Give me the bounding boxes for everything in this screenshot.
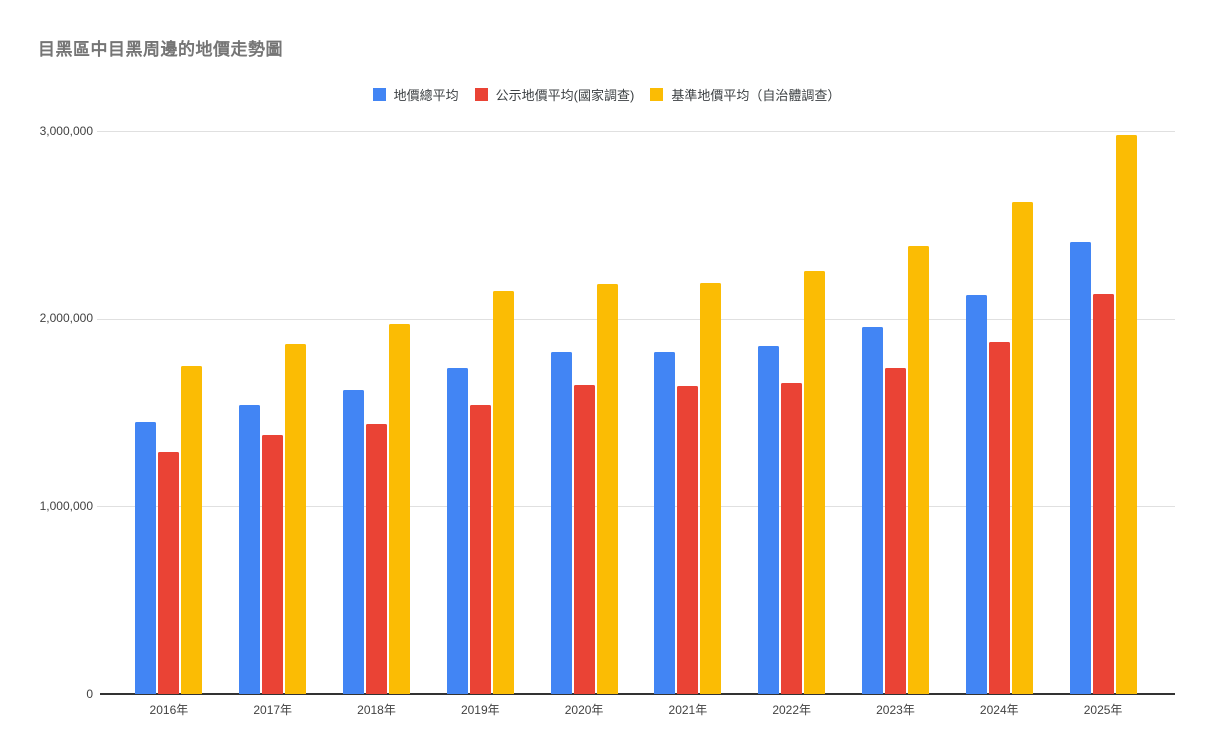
x-axis-line xyxy=(100,693,1175,695)
y-axis-tick-2000000: 2,000,000 xyxy=(39,311,93,325)
x-axis-label-2025: 2025年 xyxy=(1083,703,1123,717)
legend-item-standard-price: 基準地價平均（自治體調查） xyxy=(650,85,840,104)
bar-2024-series-1 xyxy=(988,342,1010,694)
x-axis-label-2023: 2023年 xyxy=(876,703,915,717)
x-axis-label-2020: 2020年 xyxy=(564,703,604,717)
bar-2023-series-0 xyxy=(861,327,883,694)
bar-group-2021 xyxy=(654,131,722,694)
bar-2018-series-1 xyxy=(365,423,387,694)
plot-area xyxy=(97,131,1175,695)
legend-swatch-yellow-icon xyxy=(650,88,664,101)
legend-swatch-red-icon xyxy=(474,88,488,101)
x-axis-labels: 2016年 2017年 2018年 2019年 2020年 2021年 2022年 2023年… xyxy=(117,701,1155,718)
bar-2022-series-0 xyxy=(758,345,780,694)
bar-2018-series-0 xyxy=(342,390,364,694)
bar-2022-series-1 xyxy=(781,383,803,694)
bar-2023-series-2 xyxy=(907,246,929,694)
bar-group-2020 xyxy=(550,131,618,694)
legend-swatch-blue-icon xyxy=(372,88,386,101)
bar-2025-series-2 xyxy=(1115,134,1137,694)
bar-2017-series-0 xyxy=(239,405,261,694)
bar-group-2023 xyxy=(861,131,929,694)
bar-2018-series-2 xyxy=(388,324,410,694)
bar-2021-series-1 xyxy=(677,386,699,694)
y-axis-tick-0: 0 xyxy=(86,687,93,701)
bar-2025-series-1 xyxy=(1092,294,1114,694)
bar-2025-series-0 xyxy=(1069,241,1091,694)
x-axis-label-2017: 2017年 xyxy=(253,703,293,717)
bar-group-2018 xyxy=(342,131,410,694)
x-axis-label-2022: 2022年 xyxy=(772,703,812,717)
legend-item-official-price: 公示地價平均(國家調查) xyxy=(474,85,635,104)
gridline-2000000 xyxy=(97,318,1175,320)
bar-2020-series-0 xyxy=(550,351,572,694)
bar-2023-series-1 xyxy=(884,368,906,694)
legend-label-official-price: 公示地價平均(國家調查) xyxy=(495,88,635,103)
legend-label-standard-price: 基準地價平均（自治體調查） xyxy=(671,88,841,103)
gridline-1000000 xyxy=(97,506,1175,508)
chart-legend: 地價總平均 公示地價平均(國家調查) 基準地價平均（自治體調查） xyxy=(0,85,1213,104)
bar-2022-series-2 xyxy=(804,270,826,694)
bar-2020-series-1 xyxy=(573,385,595,694)
gridline-3000000 xyxy=(97,131,1175,132)
bar-group-2017 xyxy=(239,131,307,694)
bar-2020-series-2 xyxy=(596,283,618,694)
bar-group-2016 xyxy=(135,131,203,694)
bar-2019-series-1 xyxy=(469,405,491,694)
bar-2019-series-0 xyxy=(446,367,468,694)
bar-2019-series-2 xyxy=(492,290,514,694)
bar-groups xyxy=(117,131,1155,694)
x-axis-label-2024: 2024年 xyxy=(979,703,1019,717)
bar-2016-series-0 xyxy=(135,421,157,694)
bar-2024-series-2 xyxy=(1011,202,1033,694)
x-axis-label-2018: 2018年 xyxy=(357,703,396,717)
bar-2017-series-2 xyxy=(285,344,307,694)
bar-2017-series-1 xyxy=(262,435,284,694)
bar-2024-series-0 xyxy=(965,295,987,694)
bar-group-2025 xyxy=(1069,131,1137,694)
bar-2016-series-2 xyxy=(181,365,203,694)
chart-title: 目黑區中目黑周邊的地價走勢圖 xyxy=(38,40,283,59)
legend-item-total-average: 地價總平均 xyxy=(372,85,459,104)
bar-2021-series-2 xyxy=(700,283,722,694)
y-axis-tick-1000000: 1,000,000 xyxy=(39,499,93,513)
bar-group-2024 xyxy=(965,131,1033,694)
y-axis-tick-3000000: 3,000,000 xyxy=(39,124,93,138)
bar-group-2019 xyxy=(446,131,514,694)
bar-2016-series-1 xyxy=(158,451,180,694)
x-axis-label-2019: 2019年 xyxy=(460,703,500,717)
x-axis-label-2021: 2021年 xyxy=(668,703,708,717)
x-axis-label-2016: 2016年 xyxy=(149,703,189,717)
bar-group-2022 xyxy=(758,131,826,694)
legend-label-total-average: 地價總平均 xyxy=(393,88,459,103)
bar-2021-series-0 xyxy=(654,352,676,694)
